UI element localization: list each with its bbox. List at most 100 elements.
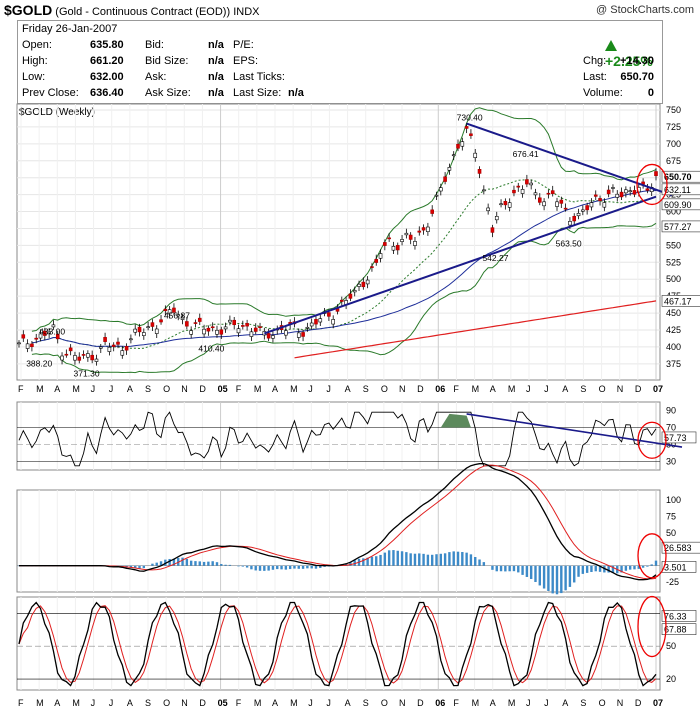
macd-histogram-bar bbox=[620, 565, 623, 573]
last-value: 650.70 bbox=[620, 71, 654, 83]
x-axis-label-top: N bbox=[399, 384, 406, 394]
macd-histogram-bar bbox=[181, 557, 184, 566]
macd-histogram-bar bbox=[258, 565, 262, 571]
price-annotation: 456.87 bbox=[164, 310, 190, 320]
macd-histogram-bar bbox=[194, 561, 197, 566]
macd-histogram-bar bbox=[474, 556, 477, 566]
macd-histogram-bar bbox=[138, 565, 141, 569]
candle-down bbox=[232, 319, 237, 326]
macd-histogram-bar bbox=[435, 554, 438, 566]
eps-label: EPS: bbox=[233, 55, 259, 67]
candle-down bbox=[645, 188, 650, 191]
x-axis-label-top: N bbox=[617, 384, 624, 394]
candle-down bbox=[550, 190, 555, 194]
candle-up bbox=[180, 316, 185, 320]
macd-histogram-bar bbox=[379, 554, 382, 566]
candle-up bbox=[86, 353, 90, 358]
x-axis-label-bottom: F bbox=[236, 698, 242, 708]
candle-up bbox=[17, 342, 21, 345]
macd-histogram-bar bbox=[400, 551, 404, 566]
x-axis-label-top: N bbox=[181, 384, 188, 394]
candle-up bbox=[624, 189, 628, 194]
x-axis-label-top: S bbox=[363, 384, 369, 394]
x-axis-label-top: A bbox=[127, 384, 133, 394]
quote-box: Friday 26-Jan-2007 Open: 635.80 Bid: n/a… bbox=[17, 20, 663, 104]
x-axis-label-top: D bbox=[417, 384, 424, 394]
open-label: Open: bbox=[22, 39, 52, 51]
macd-histogram-bar bbox=[271, 565, 275, 570]
candle-down bbox=[111, 344, 116, 347]
candle-down bbox=[512, 189, 516, 194]
macd-histogram-bar bbox=[409, 553, 412, 566]
candle-down bbox=[443, 176, 447, 182]
candle-up bbox=[352, 290, 357, 293]
candle-up bbox=[133, 328, 138, 333]
candle-down bbox=[124, 346, 129, 351]
candle-up bbox=[98, 346, 103, 349]
x-axis-label-top: F bbox=[453, 384, 459, 394]
price-panel-frame bbox=[16, 103, 661, 381]
stoch-last2-value: 67.88 bbox=[664, 625, 687, 635]
candle-up bbox=[25, 343, 30, 349]
candle-up bbox=[202, 328, 206, 335]
macd-histogram-bar bbox=[418, 553, 421, 566]
sma50-line bbox=[31, 190, 657, 348]
candle-down bbox=[150, 322, 155, 327]
stockcharts-brand[interactable]: @ StockCharts.com bbox=[596, 4, 694, 16]
candle-up bbox=[615, 193, 620, 198]
last-value-tag bbox=[661, 170, 700, 183]
candle-up bbox=[318, 318, 323, 323]
macd-histogram-bar bbox=[426, 554, 430, 566]
candle-up bbox=[296, 332, 301, 338]
x-axis-label-top: A bbox=[562, 384, 568, 394]
x-axis-label-bottom: 05 bbox=[218, 698, 228, 708]
low-value: 632.00 bbox=[90, 71, 124, 83]
price-annotation: 433.00 bbox=[39, 327, 65, 337]
x-axis-label-top: 05 bbox=[218, 384, 228, 394]
macd-histogram-bar bbox=[525, 565, 529, 577]
candle-down bbox=[258, 326, 262, 328]
x-axis-label-top: M bbox=[254, 384, 262, 394]
candle-down bbox=[34, 337, 39, 340]
last-label: Last: bbox=[583, 71, 607, 83]
candle-down bbox=[374, 259, 379, 263]
candle-down bbox=[90, 354, 94, 361]
candle-down bbox=[210, 326, 215, 329]
macd-ytick: 100 bbox=[666, 495, 681, 505]
macd-histogram-bar bbox=[280, 565, 283, 570]
change-percent: +2.25% bbox=[605, 37, 662, 69]
candle-up bbox=[542, 201, 546, 207]
candle-up bbox=[142, 332, 146, 336]
candle-down bbox=[30, 343, 34, 348]
candle-down bbox=[598, 198, 602, 202]
macd-histogram-bar bbox=[211, 561, 214, 566]
rsi-ytick: 50 bbox=[666, 440, 676, 450]
macd-highlight-circle bbox=[637, 533, 667, 579]
candle-up bbox=[129, 338, 133, 341]
rsi-last-value: 57.73 bbox=[664, 433, 687, 443]
candle-down bbox=[464, 126, 469, 129]
bid-size-value: n/a bbox=[208, 55, 224, 67]
candle-down bbox=[77, 356, 82, 361]
candle-down bbox=[537, 197, 542, 203]
candle-down bbox=[619, 191, 624, 198]
candle-up bbox=[73, 355, 77, 361]
candle-down bbox=[387, 237, 391, 240]
candle-up bbox=[223, 326, 228, 330]
candle-up bbox=[38, 333, 43, 339]
highlight-circle bbox=[636, 163, 668, 206]
candle-up bbox=[494, 216, 499, 221]
price-ytick: 600 bbox=[666, 207, 681, 217]
macd-ytick: 50 bbox=[666, 528, 676, 538]
macd-histogram-bar bbox=[288, 565, 292, 570]
ask-size-label: Ask Size: bbox=[145, 87, 191, 99]
prev-close-value: 636.40 bbox=[90, 87, 124, 99]
x-axis-label-top: A bbox=[345, 384, 351, 394]
x-axis-label-top: M bbox=[508, 384, 516, 394]
macd-histogram-bar bbox=[590, 565, 593, 572]
x-axis-label-top: O bbox=[599, 384, 606, 394]
macd-hist-last-tag bbox=[661, 561, 697, 573]
macd-histogram-bar bbox=[504, 565, 507, 572]
x-axis-label-top: M bbox=[290, 384, 298, 394]
candle-down bbox=[632, 190, 637, 195]
